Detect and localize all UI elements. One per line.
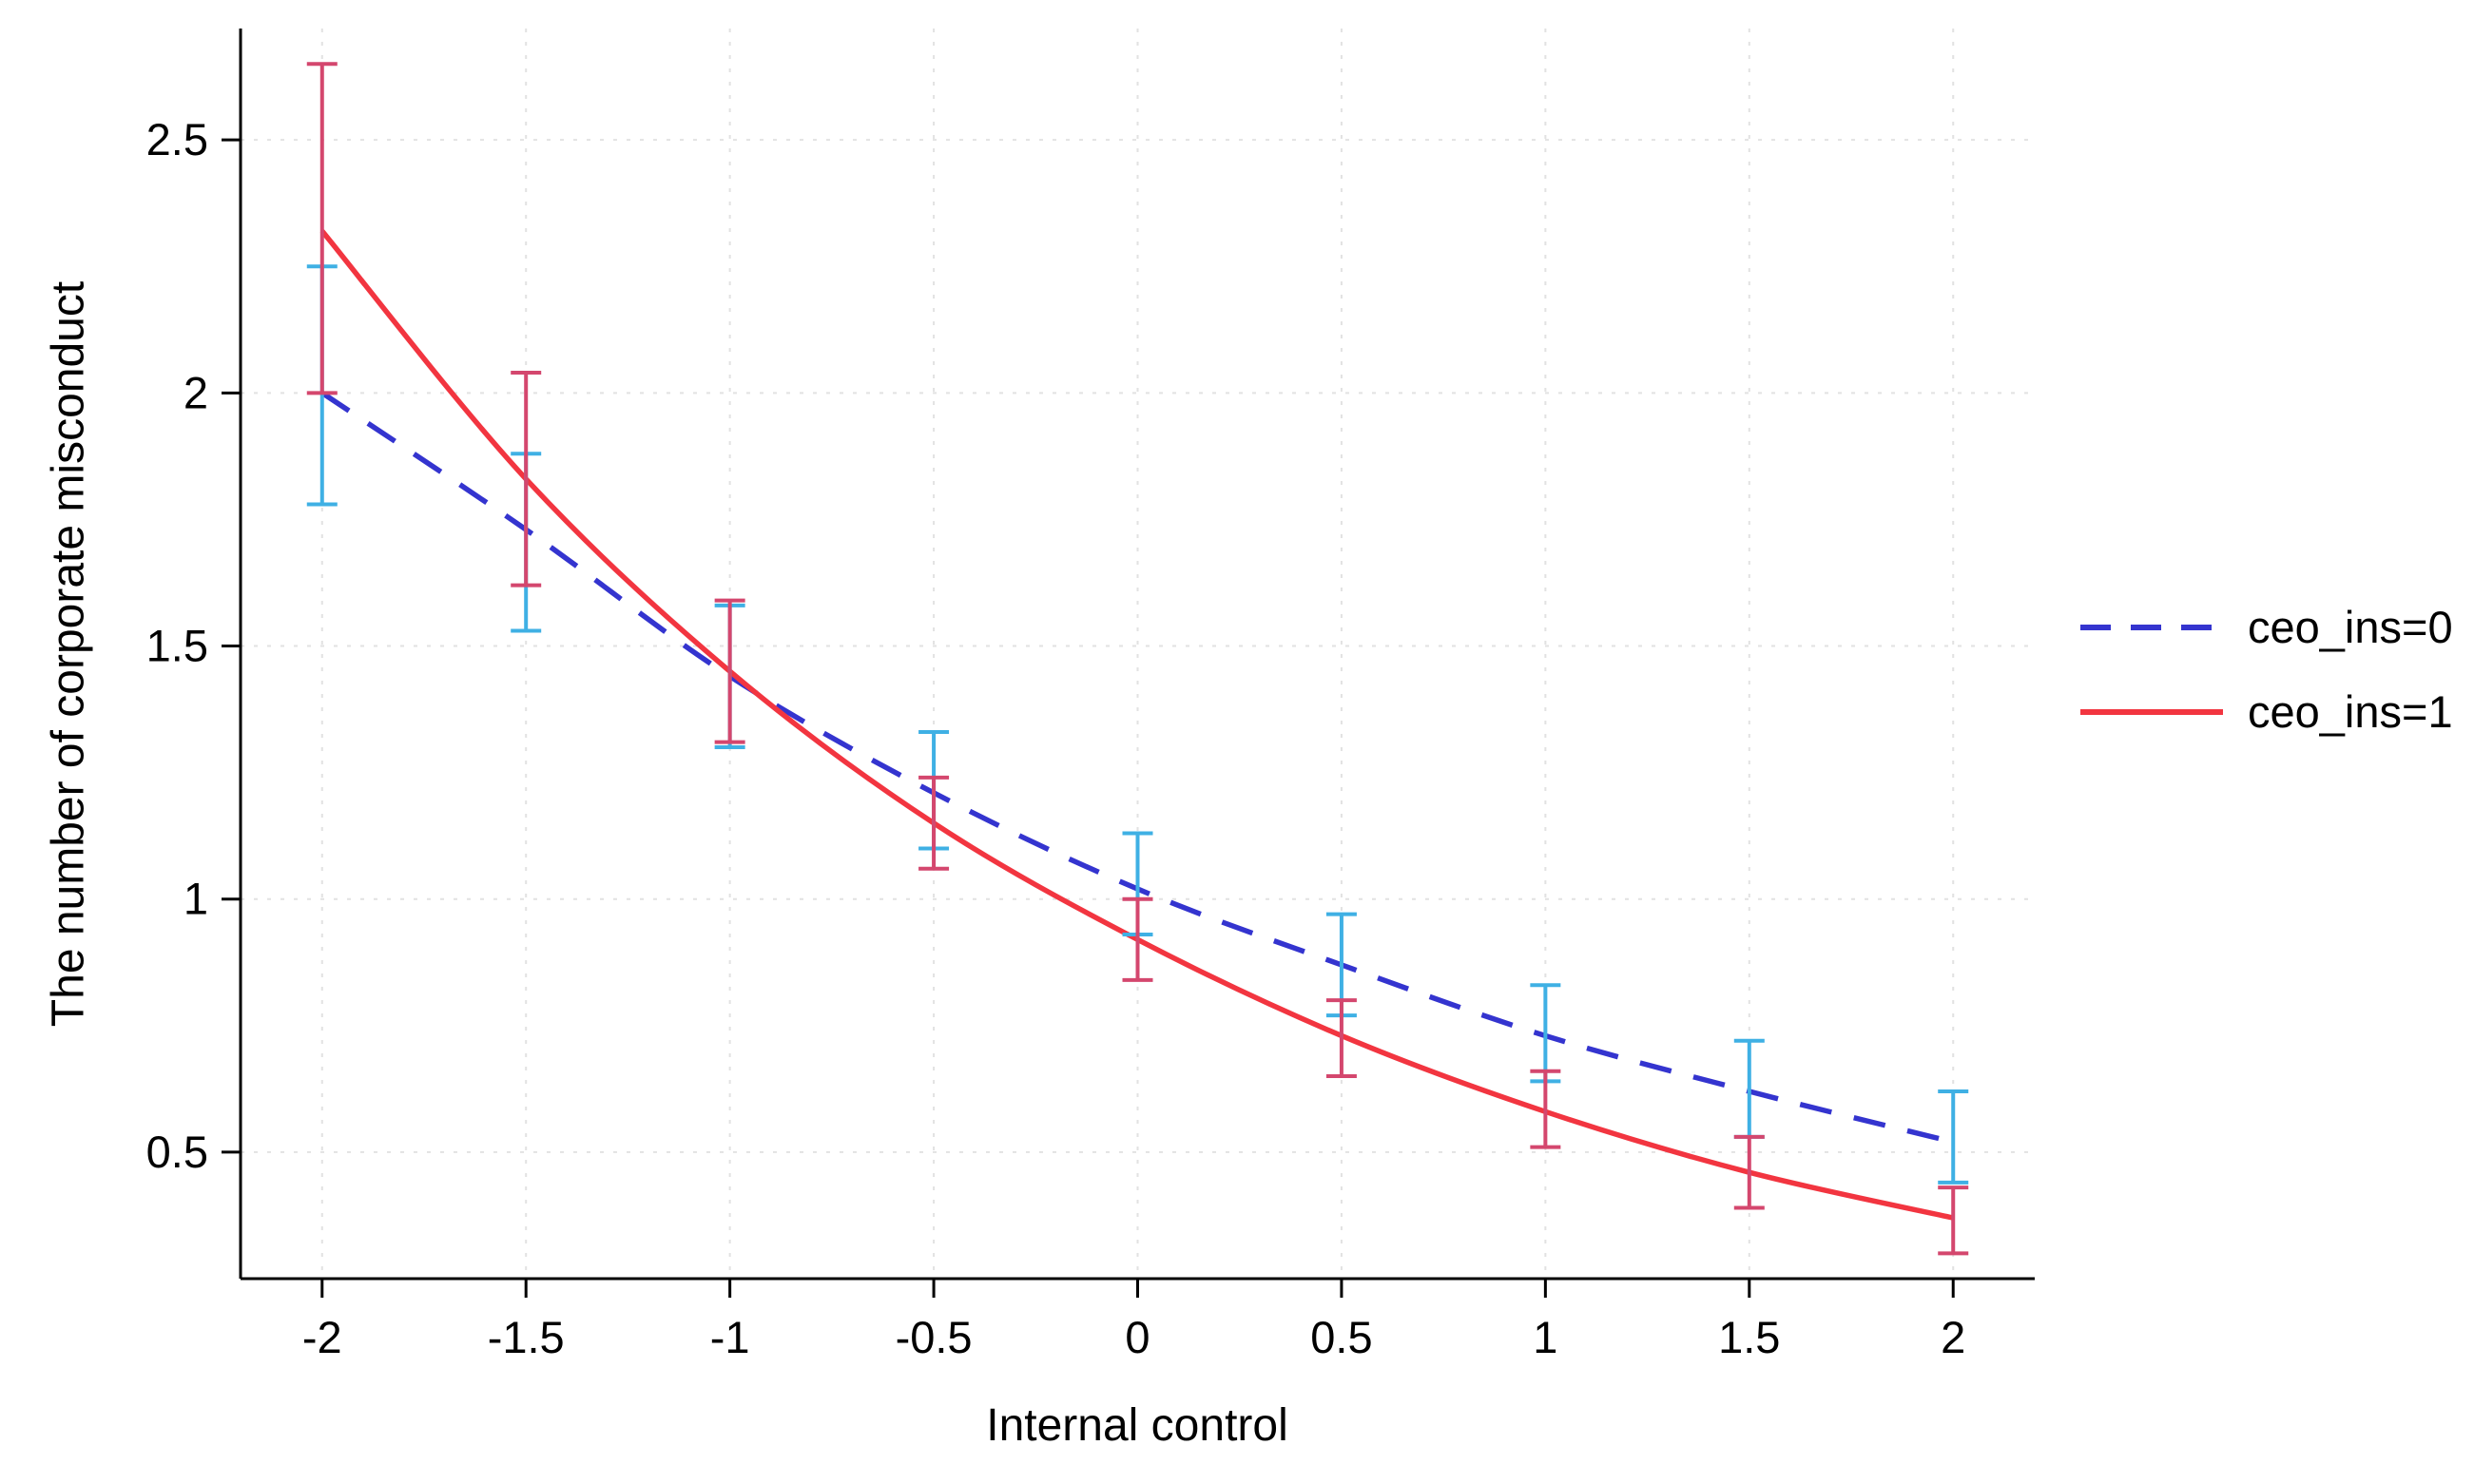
x-tick-label: 0 <box>1125 1312 1150 1362</box>
x-tick-label: -1.5 <box>488 1312 565 1362</box>
x-tick-label: 0.5 <box>1310 1312 1372 1362</box>
legend-line-sample-solid <box>2080 705 2223 719</box>
x-tick-label: 2 <box>1941 1312 1965 1362</box>
series-line-ceo_ins=1 <box>319 229 1954 1221</box>
legend-item-ceo-ins-0: ceo_ins=0 <box>2080 601 2453 653</box>
y-tick-label: 1.5 <box>146 621 208 671</box>
legend: ceo_ins=0 ceo_ins=1 <box>2080 601 2453 738</box>
y-axis-title: The number of corporate misconduct <box>43 280 94 1028</box>
x-tick-label: 1.5 <box>1718 1312 1780 1362</box>
y-tick-label: 2.5 <box>146 114 208 164</box>
series-line-ceo_ins=0 <box>320 391 1954 1145</box>
y-tick-label: 0.5 <box>146 1127 208 1177</box>
x-tick-label: 1 <box>1533 1312 1557 1362</box>
legend-line-sample-dashed <box>2080 621 2223 634</box>
x-tick-label: -2 <box>302 1312 342 1362</box>
x-tick-label: -1 <box>710 1312 750 1362</box>
x-tick-label: -0.5 <box>896 1312 973 1362</box>
legend-item-ceo-ins-1: ceo_ins=1 <box>2080 685 2453 738</box>
y-tick-label: 1 <box>184 874 208 924</box>
legend-label: ceo_ins=1 <box>2248 686 2453 737</box>
x-axis-title: Internal control <box>986 1400 1288 1451</box>
legend-label: ceo_ins=0 <box>2248 602 2453 652</box>
y-tick-label: 2 <box>184 367 208 417</box>
